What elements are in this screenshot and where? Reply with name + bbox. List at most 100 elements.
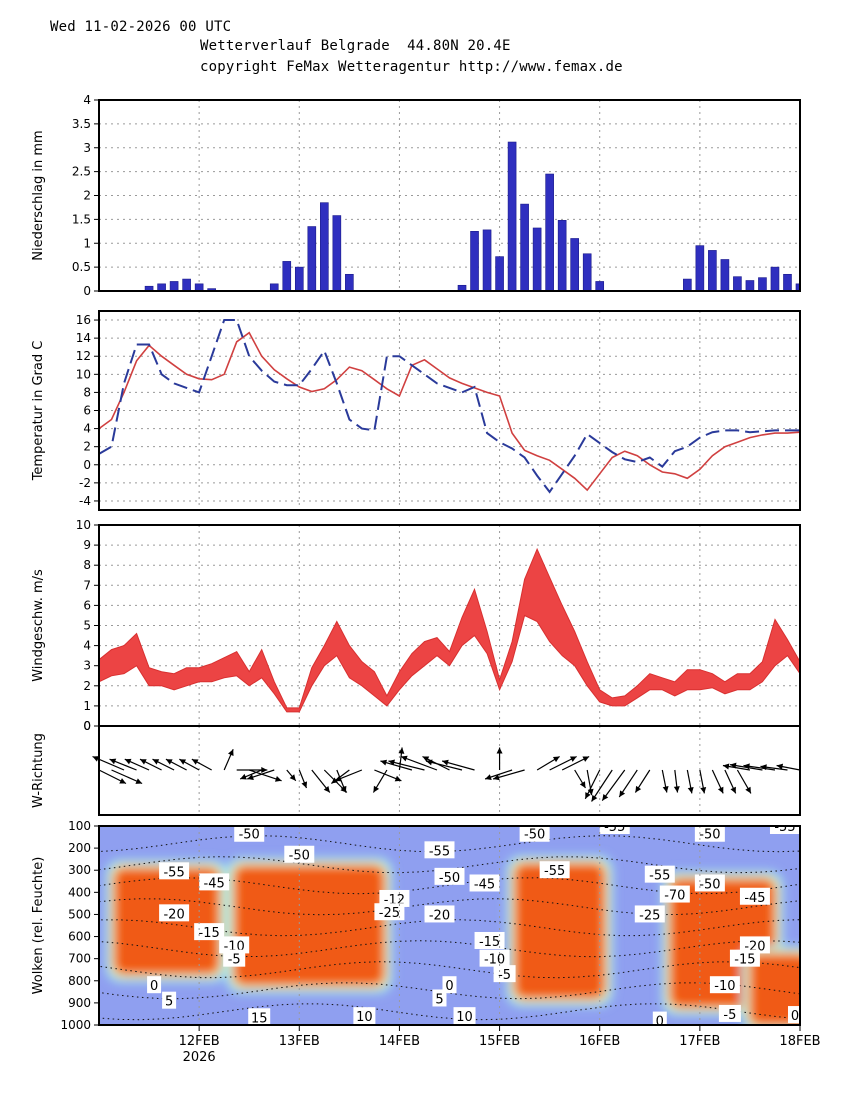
wind-arrow-head [635,785,642,793]
precip-bar [532,227,542,292]
precip-y-tick-label: 0 [83,284,91,298]
wind-arrow [286,769,297,782]
contour-label-bg [434,867,465,885]
wind-arrow [191,758,212,771]
precip-bar [520,203,529,292]
x-tick-label: 18FEB [779,1034,820,1049]
contour-label-text: -45 [744,891,765,906]
contour-label-bg [432,989,447,1007]
wind-arrow-head [228,749,234,756]
precip-bar [157,283,166,292]
wind-y-tick-label: 6 [83,598,91,612]
precip-bar [182,278,191,292]
wind-arrow [776,763,801,771]
contour-label-text: -55 [163,865,184,880]
panel-frame-4 [98,725,801,816]
panel-frame-1 [98,99,801,292]
wind-arrow-head [662,786,669,793]
wind-y-tick-label: 8 [83,558,91,572]
contour-label: 10 [353,1007,376,1025]
precip-bar [345,273,354,292]
temp-y-tick-label: 8 [83,385,91,399]
contour-label: 5 [162,991,177,1010]
header-date: Wed 11-02-2026 00 UTC [50,19,232,35]
precip-y-tick-label: 4 [83,93,91,107]
contour-label: -20 [159,904,190,922]
panel-frame-2 [98,310,801,511]
wind-arrow [239,769,262,780]
wdir-y-tick-label: 0 [83,719,91,733]
contour-label: -20 [424,905,455,923]
header-title: Wetterverlauf Belgrade 44.80N 20.4E [200,38,511,54]
precip-bar [545,173,554,292]
wind-y-tick-label: 2 [83,679,91,693]
cloud-y-tick-label: 500 [68,907,91,921]
wind-arrow-shaft [601,769,626,801]
wind-direction-panel: 0 [83,719,801,815]
wind-arrow [591,769,613,802]
contour-label-bg [694,826,725,842]
wind-arrow [400,755,438,771]
wind-arrow-head [485,774,492,780]
contour-label: -5 [223,949,246,968]
contour-label-text: -15 [199,926,220,941]
contour-label-text: -10 [714,979,735,994]
contour-label-text: -10 [484,953,505,968]
wind-arrow [736,769,752,794]
contour-line [99,919,800,937]
wind-arrow [536,755,560,771]
wind-arrow [92,755,125,771]
wind-arrow-head [398,747,405,754]
contour-label-bg [659,885,690,903]
wind-arrow-head [493,774,500,781]
contour-label: -50 [694,826,725,843]
temp-y-tick-label: 14 [76,331,91,345]
contour-label-text: 5 [435,992,443,1007]
precip-bar [557,220,567,292]
temp-y-axis-label: Temperatur in Grad C [31,341,46,482]
contour-label-bg [479,949,510,967]
contour-label-text: -15 [734,953,755,968]
temp-y-tick-label: 16 [76,313,91,327]
cloud-core [514,863,605,999]
contour-label-text: 0 [445,979,453,994]
contour-line [99,898,800,916]
wind-arrow-head [380,759,388,766]
wind-arrow-head [152,759,160,765]
contour-label: -50 [284,845,315,864]
wind-arrow-head [745,786,751,794]
wind-arrow-head [496,747,503,754]
contour-label-text: -50 [524,828,545,843]
contour-label-text: -70 [664,889,685,904]
contour-label-bg [739,887,770,905]
wind-arrow [179,758,200,771]
temp-y-tick-label: 10 [76,367,91,381]
contour-label-bg [634,905,665,923]
contour-label-text: -20 [429,908,450,923]
precip-bar [320,202,329,292]
wind-arrow [492,769,525,781]
wind-arrow [661,769,669,793]
precip-bar [294,266,304,292]
temp-y-tick-label: -4 [79,494,91,508]
wind-arrow [425,759,463,771]
precip-bar [695,245,705,292]
wind-y-tick-label: 1 [83,699,91,713]
precip-y-tick-label: 1.5 [72,212,91,226]
precip-bar [783,273,792,292]
wind-y-tick-label: 9 [83,538,91,552]
precip-bar [282,261,292,292]
cloud-y-tick-label: 300 [68,863,91,877]
temp-y-tick-label: 2 [83,440,91,454]
contour-label-bg [284,845,315,863]
contour-label-bg [199,873,230,891]
contour-label-text: -50 [699,828,720,843]
x-tick-label: 14FEB [379,1034,420,1049]
contour-label-bg [469,874,500,892]
precip-bar [595,281,605,292]
wind-arrow-head [135,778,143,784]
wind-arrow [561,755,590,771]
wind-arrow [236,767,268,773]
temperature-panel: -4 -2 0 2 4 6 8 10 12 14 16 [76,311,801,510]
